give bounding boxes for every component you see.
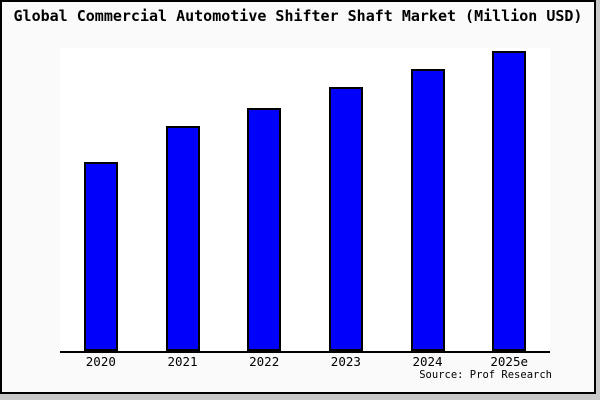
- x-tick-label-2020: 2020: [85, 354, 116, 369]
- bar-2025e: [492, 51, 527, 351]
- x-tick-label-2022: 2022: [249, 354, 280, 369]
- x-tick-label-2025e: 2025e: [490, 354, 529, 369]
- plot-area: [60, 48, 550, 353]
- bar-slot: [468, 48, 550, 351]
- bar-slot: [223, 48, 305, 351]
- bar-2021: [165, 126, 200, 351]
- source-credit: Source: Prof Research: [419, 369, 552, 381]
- bar-slot: [387, 48, 469, 351]
- bars-container: [60, 48, 550, 351]
- bar-2022: [247, 108, 282, 351]
- x-tick-label-2024: 2024: [412, 354, 443, 369]
- bar-2023: [328, 87, 363, 351]
- x-axis-labels: 2020 2021 2022 2023 2024 2025e: [60, 354, 550, 369]
- bar-slot: [305, 48, 387, 351]
- bar-2024: [410, 69, 445, 351]
- bar-slot: [142, 48, 224, 351]
- x-tick-label-2021: 2021: [167, 354, 198, 369]
- chart-title: Global Commercial Automotive Shifter Sha…: [13, 7, 583, 25]
- bar-2020: [83, 162, 118, 351]
- x-tick-label-2023: 2023: [330, 354, 361, 369]
- bar-slot: [60, 48, 142, 351]
- chart-frame: Global Commercial Automotive Shifter Sha…: [0, 0, 596, 394]
